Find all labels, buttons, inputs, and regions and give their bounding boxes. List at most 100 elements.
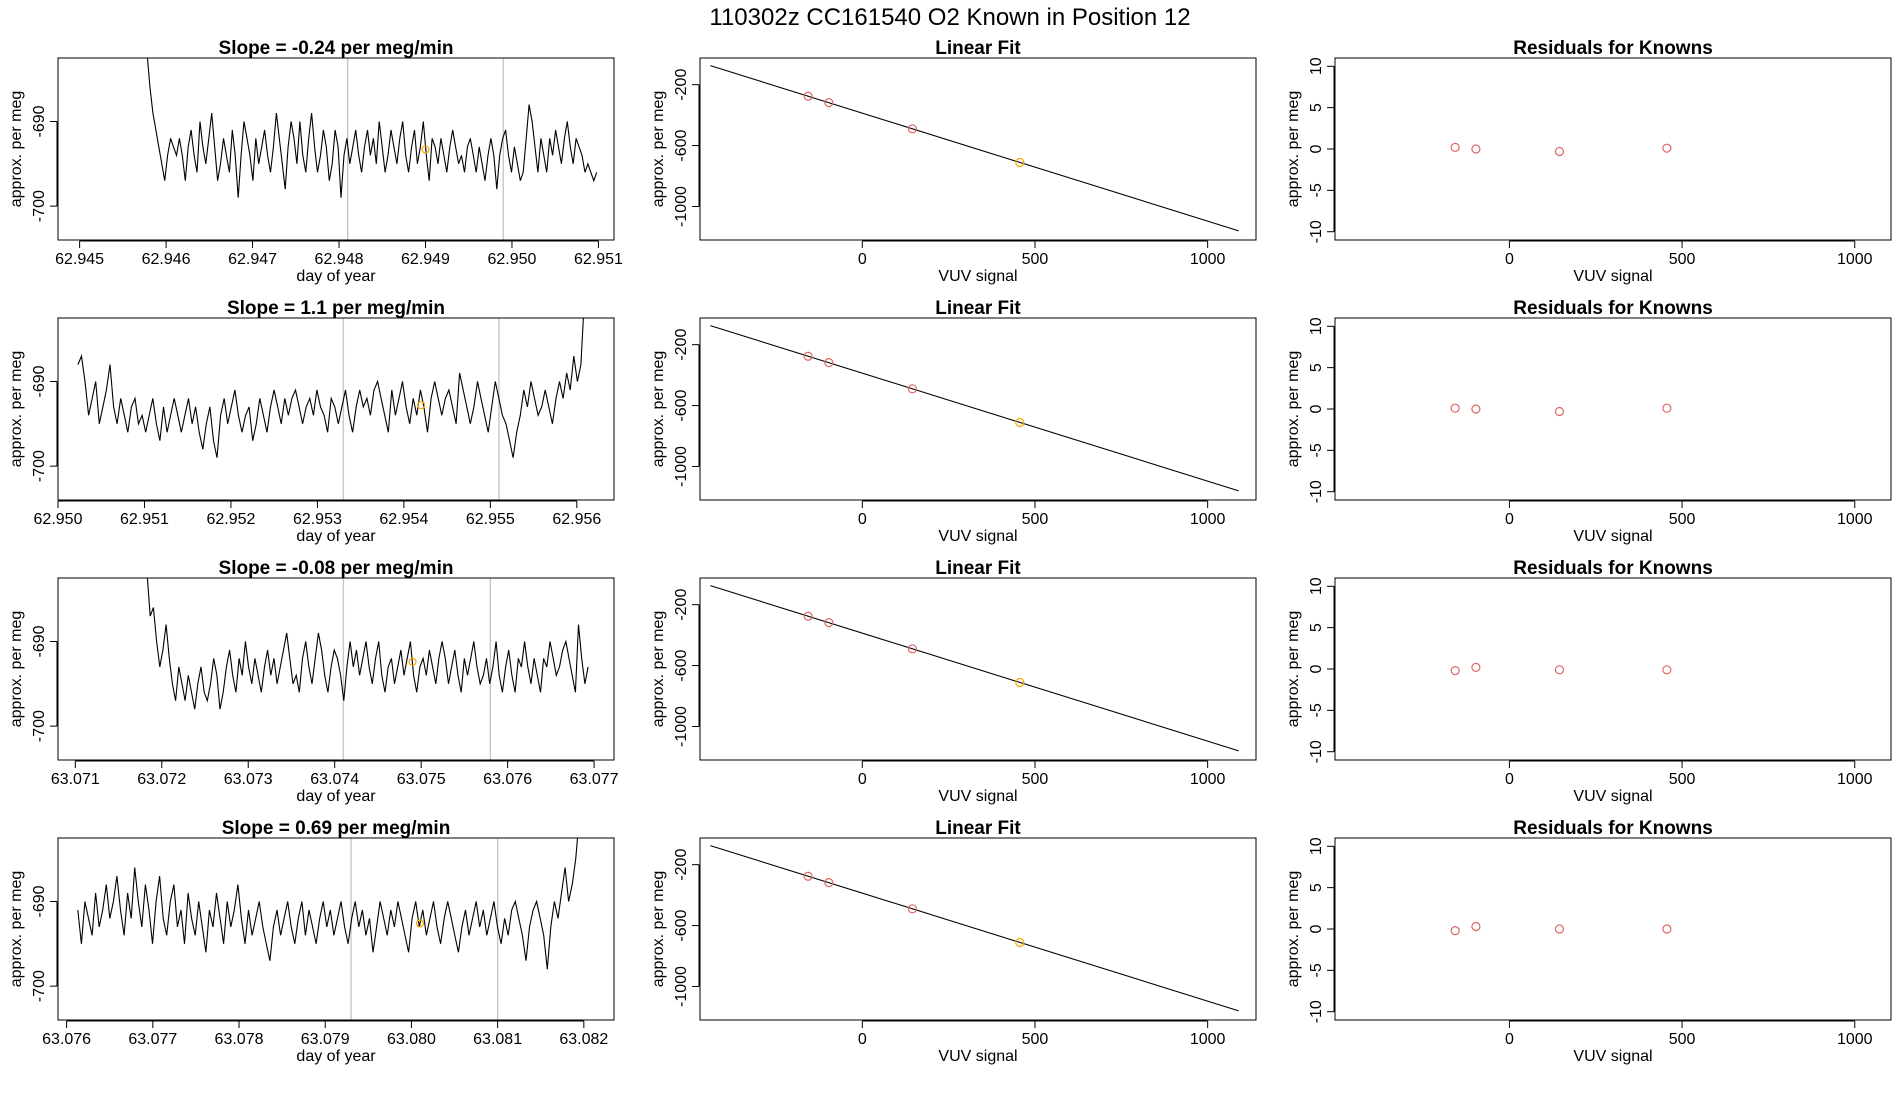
y-tick-label: -700 (31, 190, 48, 222)
data-point (1662, 403, 1672, 413)
y-tick-label: 0 (1308, 404, 1325, 413)
panel-2-2: Linear Fit 0 500 1000 VUV signal -200 -600 -100… (650, 298, 1257, 545)
panel-4-2: Linear Fit 0 500 1000 VUV signal -200 -600 -100… (650, 818, 1257, 1065)
y-axis-label: approx. per meg (1285, 871, 1302, 988)
data-point (803, 611, 813, 621)
x-tick-label: 63.071 (51, 771, 100, 788)
data-point (824, 98, 834, 108)
panel-title: Residuals for Knowns (1513, 818, 1713, 839)
data-point (1450, 142, 1460, 152)
highlight-point (417, 401, 426, 410)
x-axis-label: VUV signal (1573, 788, 1652, 805)
x-tick-label: 500 (1022, 771, 1049, 788)
y-tick-label: 10 (1308, 577, 1325, 595)
x-tick-label: 63.074 (310, 771, 359, 788)
panel-title: Slope = -0.24 per meg/min (219, 38, 454, 59)
plot-frame (699, 317, 1257, 501)
panel-grid: Slope = -0.24 per meg/min 62.945 62.946 62.… (8, 38, 1892, 1065)
x-tick-label: 1000 (1837, 771, 1873, 788)
y-tick-label: -700 (31, 710, 48, 742)
x-axis-label: day of year (296, 1048, 376, 1065)
x-tick-label: 500 (1669, 251, 1696, 268)
x-tick-label: 63.075 (397, 771, 446, 788)
panel-title: Linear Fit (935, 298, 1021, 319)
x-tick-label: 0 (1505, 771, 1514, 788)
y-tick-label: -690 (31, 885, 48, 917)
data-point (907, 644, 917, 654)
series-line (146, 578, 589, 710)
x-tick-label: 500 (1022, 511, 1049, 528)
x-tick-label: 63.079 (301, 1031, 350, 1048)
x-tick-label: 63.076 (483, 771, 532, 788)
x-tick-label: 1000 (1837, 511, 1873, 528)
panel-2-1: Slope = 1.1 per meg/min 62.950 62.951 62.95… (8, 298, 615, 545)
fit-line (710, 845, 1239, 1012)
data-point (1471, 662, 1481, 672)
y-tick-label: 5 (1308, 883, 1325, 892)
x-tick-label: 63.077 (128, 1031, 177, 1048)
y-tick-label: -700 (31, 970, 48, 1002)
y-axis-label: approx. per meg (8, 871, 25, 988)
y-tick-label: -1000 (673, 706, 690, 747)
panel-2-3: Residuals for Knowns 0 500 1000 VUV signal 10… (1285, 298, 1892, 545)
x-axis-label: VUV signal (1573, 268, 1652, 285)
data-point (1554, 406, 1565, 417)
plot-frame (57, 317, 615, 501)
x-axis-label: VUV signal (1573, 528, 1652, 545)
y-axis-label: approx. per meg (1285, 611, 1302, 728)
data-point (1015, 677, 1025, 688)
x-tick-label: 1000 (1190, 511, 1226, 528)
plot-frame (699, 577, 1257, 761)
x-axis-label: VUV signal (938, 528, 1017, 545)
y-tick-label: -1000 (673, 966, 690, 1007)
data-point (907, 904, 917, 914)
x-tick-label: 62.951 (574, 251, 623, 268)
y-tick-label: -1000 (673, 186, 690, 227)
data-point (1450, 666, 1460, 676)
x-tick-label: 0 (858, 771, 867, 788)
y-tick-label: 0 (1308, 664, 1325, 673)
highlight-point (415, 919, 425, 928)
y-tick-label: -10 (1308, 480, 1325, 503)
data-point (1015, 417, 1025, 428)
y-tick-label: -690 (31, 625, 48, 657)
x-tick-label: 63.072 (137, 771, 186, 788)
fit-line (710, 585, 1239, 752)
y-tick-label: -5 (1308, 963, 1325, 977)
panel-4-3: Residuals for Knowns 0 500 1000 VUV signal 10… (1285, 818, 1892, 1065)
y-tick-label: 5 (1308, 363, 1325, 372)
x-tick-label: 62.952 (206, 511, 255, 528)
y-axis-label: approx. per meg (8, 91, 25, 208)
data-point (1554, 924, 1565, 934)
x-tick-label: 1000 (1190, 1031, 1226, 1048)
data-point (803, 871, 813, 881)
y-axis-label: approx. per meg (650, 871, 667, 988)
y-tick-label: -5 (1308, 703, 1325, 717)
x-axis-label: VUV signal (938, 788, 1017, 805)
x-tick-label: 0 (858, 511, 867, 528)
panel-1-3: Residuals for Knowns 0 500 1000 VUV signal 10… (1285, 38, 1892, 285)
plot-frame (1334, 837, 1892, 1021)
panel-title: Residuals for Knowns (1513, 38, 1713, 59)
panel-3-1: Slope = -0.08 per meg/min 63.071 63.072 63.… (8, 558, 619, 805)
y-axis-label: approx. per meg (650, 611, 667, 728)
x-tick-label: 500 (1022, 1031, 1049, 1048)
data-point (1015, 937, 1025, 948)
figure-title: 110302z CC161540 O2 Known in Position 12 (709, 4, 1190, 31)
plot-frame (699, 837, 1257, 1021)
panel-title: Linear Fit (935, 558, 1021, 579)
panel-title: Residuals for Knowns (1513, 558, 1713, 579)
panel-3-3: Residuals for Knowns 0 500 1000 VUV signal 10… (1285, 558, 1892, 805)
x-tick-label: 500 (1022, 251, 1049, 268)
data-point (824, 358, 834, 368)
panel-title: Linear Fit (935, 38, 1021, 59)
y-axis-label: approx. per meg (650, 91, 667, 208)
x-tick-label: 0 (1505, 251, 1514, 268)
x-tick-label: 62.946 (142, 251, 191, 268)
y-tick-label: -10 (1308, 1000, 1325, 1023)
x-tick-label: 0 (858, 251, 867, 268)
panel-1-1: Slope = -0.24 per meg/min 62.945 62.946 62.… (8, 38, 623, 285)
data-point (824, 618, 834, 628)
x-axis-label: VUV signal (938, 268, 1017, 285)
y-tick-label: -200 (673, 329, 690, 361)
